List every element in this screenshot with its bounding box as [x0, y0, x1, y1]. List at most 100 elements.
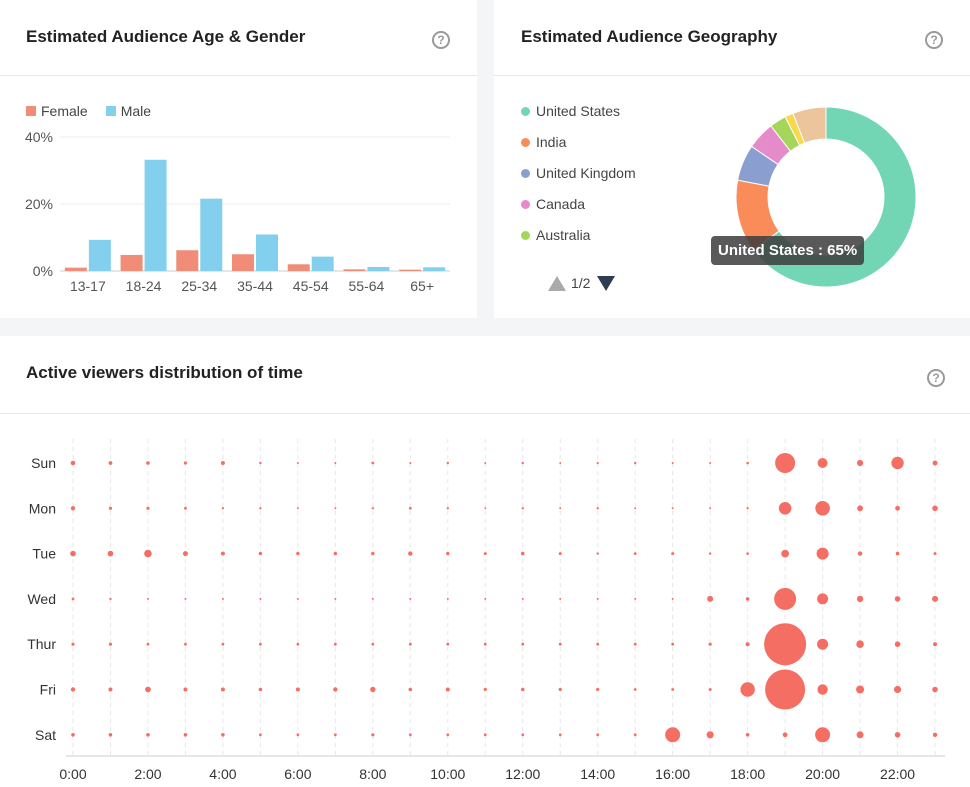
viewer-bubble[interactable]: [146, 597, 149, 600]
viewer-bubble[interactable]: [146, 461, 150, 465]
viewer-bubble[interactable]: [933, 642, 938, 647]
viewer-bubble[interactable]: [184, 597, 187, 600]
bar-female[interactable]: [64, 267, 87, 271]
viewer-bubble[interactable]: [596, 687, 600, 692]
viewer-bubble[interactable]: [633, 552, 637, 555]
viewer-bubble[interactable]: [182, 551, 188, 557]
viewer-bubble[interactable]: [774, 587, 797, 610]
legend-swatch-female[interactable]: [26, 106, 36, 116]
bar-male[interactable]: [88, 239, 111, 271]
bar-female[interactable]: [120, 254, 143, 271]
bar-male[interactable]: [367, 266, 390, 271]
viewer-bubble[interactable]: [815, 727, 831, 743]
viewer-bubble[interactable]: [334, 597, 337, 600]
viewer-bubble[interactable]: [596, 552, 599, 555]
viewer-bubble[interactable]: [258, 551, 263, 556]
viewer-bubble[interactable]: [671, 552, 675, 556]
viewer-bubble[interactable]: [596, 733, 600, 737]
viewer-bubble[interactable]: [258, 687, 263, 692]
bar-female[interactable]: [232, 254, 254, 271]
viewer-bubble[interactable]: [746, 461, 749, 465]
viewer-bubble[interactable]: [370, 686, 376, 693]
bar-female[interactable]: [287, 264, 310, 271]
viewer-bubble[interactable]: [671, 688, 675, 691]
viewer-bubble[interactable]: [633, 642, 637, 646]
viewer-bubble[interactable]: [483, 642, 487, 646]
viewer-bubble[interactable]: [184, 642, 187, 646]
viewer-bubble[interactable]: [408, 733, 412, 737]
viewer-bubble[interactable]: [333, 687, 338, 692]
geo-legend-item[interactable]: United Kingdom: [521, 165, 636, 181]
viewer-bubble[interactable]: [745, 597, 750, 601]
viewer-bubble[interactable]: [108, 461, 113, 465]
viewer-bubble[interactable]: [894, 596, 901, 602]
viewer-bubble[interactable]: [634, 507, 637, 510]
viewer-bubble[interactable]: [708, 688, 712, 691]
viewer-bubble[interactable]: [520, 551, 525, 556]
viewer-bubble[interactable]: [108, 506, 113, 510]
viewer-bubble[interactable]: [70, 687, 76, 692]
viewer-bubble[interactable]: [146, 506, 150, 510]
viewer-bubble[interactable]: [745, 733, 750, 737]
viewer-bubble[interactable]: [483, 733, 487, 737]
legend-label-male[interactable]: Male: [120, 103, 152, 119]
viewer-bubble[interactable]: [371, 507, 375, 510]
viewer-bubble[interactable]: [333, 642, 337, 646]
viewer-bubble[interactable]: [108, 687, 113, 692]
viewer-bubble[interactable]: [706, 731, 714, 739]
viewer-bubble[interactable]: [933, 552, 937, 556]
viewer-bubble[interactable]: [184, 506, 187, 510]
viewer-bubble[interactable]: [746, 507, 749, 510]
viewer-bubble[interactable]: [144, 549, 152, 558]
viewer-bubble[interactable]: [894, 641, 901, 647]
viewer-bubble[interactable]: [815, 501, 830, 516]
geo-legend-item[interactable]: Australia: [521, 227, 590, 243]
viewer-bubble[interactable]: [259, 597, 262, 600]
bar-female[interactable]: [399, 269, 422, 271]
viewer-bubble[interactable]: [817, 458, 828, 468]
viewer-bubble[interactable]: [259, 507, 262, 510]
viewer-bubble[interactable]: [764, 623, 807, 666]
viewer-bubble[interactable]: [446, 461, 449, 465]
viewer-bubble[interactable]: [671, 507, 674, 510]
viewer-bubble[interactable]: [371, 597, 374, 600]
viewer-bubble[interactable]: [893, 685, 902, 694]
viewer-bubble[interactable]: [856, 731, 864, 739]
viewer-bubble[interactable]: [817, 638, 829, 650]
viewer-bubble[interactable]: [558, 733, 562, 737]
triangle-down-icon[interactable]: [597, 275, 616, 291]
viewer-bubble[interactable]: [932, 732, 938, 737]
viewer-bubble[interactable]: [558, 552, 562, 556]
viewer-bubble[interactable]: [596, 507, 599, 510]
viewer-bubble[interactable]: [709, 507, 712, 510]
viewer-bubble[interactable]: [446, 507, 449, 510]
bar-female[interactable]: [176, 250, 199, 271]
viewer-bubble[interactable]: [484, 462, 487, 464]
viewer-bubble[interactable]: [856, 459, 864, 467]
viewer-bubble[interactable]: [70, 460, 76, 466]
viewer-bubble[interactable]: [559, 507, 562, 510]
viewer-bubble[interactable]: [71, 642, 75, 646]
donut-slice[interactable]: [792, 106, 827, 144]
bar-male[interactable]: [144, 159, 167, 271]
viewer-bubble[interactable]: [408, 506, 412, 510]
viewer-bubble[interactable]: [371, 733, 375, 737]
viewer-bubble[interactable]: [558, 687, 562, 692]
viewer-bubble[interactable]: [891, 456, 904, 470]
viewer-bubble[interactable]: [333, 733, 337, 737]
viewer-bubble[interactable]: [334, 462, 337, 464]
help-icon[interactable]: ?: [432, 31, 450, 49]
viewer-bubble[interactable]: [333, 551, 338, 556]
viewer-bubble[interactable]: [745, 642, 750, 647]
viewer-bubble[interactable]: [521, 461, 524, 465]
viewer-bubble[interactable]: [183, 687, 188, 692]
viewer-bubble[interactable]: [856, 685, 865, 694]
viewer-bubble[interactable]: [671, 642, 675, 646]
viewer-bubble[interactable]: [520, 687, 525, 692]
viewer-bubble[interactable]: [816, 547, 829, 560]
viewer-bubble[interactable]: [446, 642, 450, 646]
viewer-bubble[interactable]: [521, 507, 524, 510]
geo-legend-item[interactable]: United States: [521, 103, 620, 119]
viewer-bubble[interactable]: [521, 642, 525, 646]
viewer-bubble[interactable]: [483, 552, 487, 556]
